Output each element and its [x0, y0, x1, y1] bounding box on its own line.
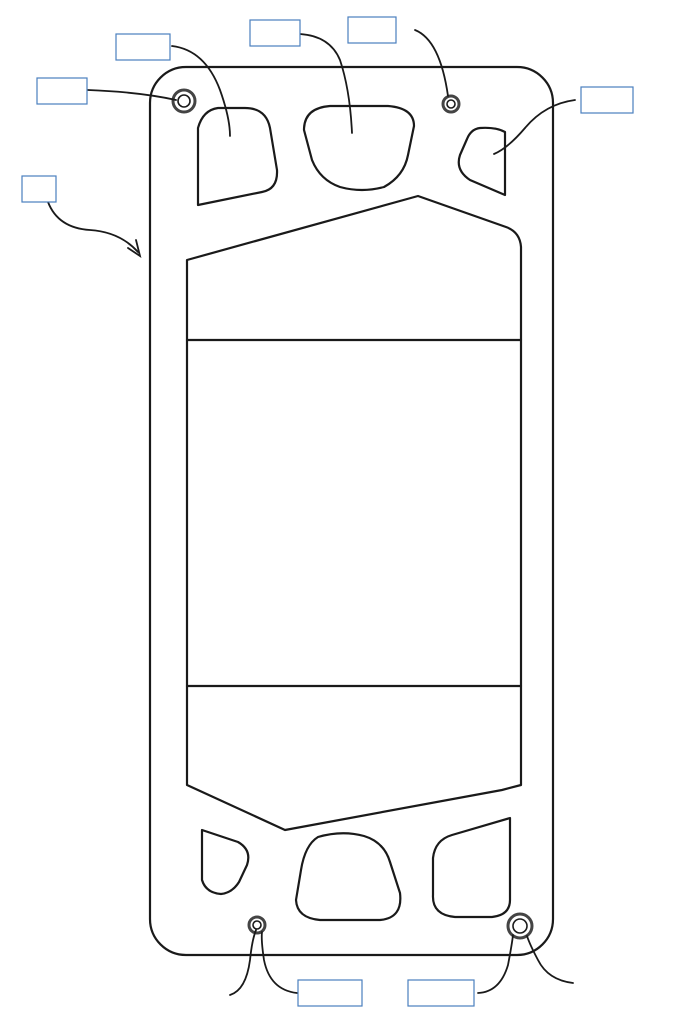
- label-12: [21, 175, 57, 203]
- hole-1021: [247, 915, 267, 935]
- leader-112: [299, 33, 353, 134]
- port-113-shape: [457, 126, 507, 197]
- leader-1022: [477, 934, 514, 994]
- leader-12: [47, 201, 139, 253]
- label-121: [347, 16, 397, 44]
- port-114-shape: [196, 106, 279, 207]
- leader-121: [414, 29, 449, 97]
- hole-102: [171, 88, 197, 114]
- port-112-shape: [302, 104, 416, 192]
- leader-102: [87, 89, 177, 101]
- leader-114: [171, 45, 231, 137]
- label-114: [115, 33, 171, 61]
- label-112: [249, 19, 301, 47]
- label-102: [36, 77, 88, 105]
- label-1022: [407, 979, 475, 1007]
- leader-10211: [229, 929, 257, 996]
- label-1021: [297, 979, 363, 1007]
- leader-12-arrow: [127, 239, 142, 259]
- hole-1022: [506, 912, 534, 940]
- leader-113: [493, 99, 576, 155]
- hole-121: [441, 94, 461, 114]
- plate-outline: [148, 65, 555, 957]
- leader-1021: [260, 931, 298, 994]
- leader-10221: [526, 935, 574, 984]
- port-bottom-left-shape: [200, 828, 250, 896]
- label-113: [580, 86, 634, 114]
- heat-exchange-area-outline: [185, 194, 523, 832]
- port-bottom-right-shape: [431, 816, 512, 919]
- port-bottom-middle-shape: [294, 832, 402, 922]
